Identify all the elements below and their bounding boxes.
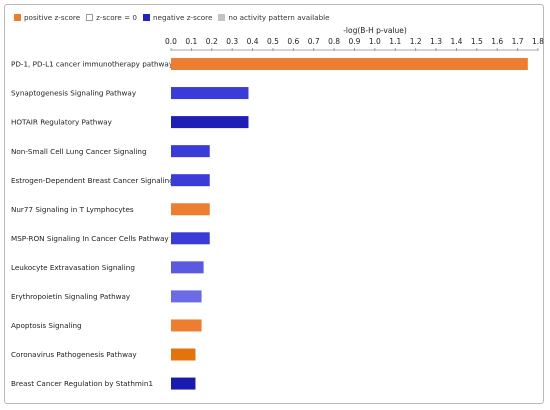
legend-label: positive z-score — [24, 12, 81, 22]
category-label: Coronavirus Pathogenesis Pathway — [11, 350, 137, 359]
x-tick-label: 1.6 — [491, 37, 503, 46]
x-tick-label: 1.7 — [512, 37, 524, 46]
bar — [171, 58, 528, 70]
x-tick-label: 1.2 — [410, 37, 422, 46]
x-tick-label: 1.1 — [389, 37, 401, 46]
legend-label: no activity pattern available — [228, 12, 330, 22]
x-tick-label: 0.6 — [287, 37, 299, 46]
bar — [171, 377, 196, 390]
category-label: Estrogen-Dependent Breast Cancer Signali… — [11, 176, 174, 185]
category-label: Non-Small Cell Lung Cancer Signaling — [11, 147, 147, 156]
legend-swatch — [143, 13, 150, 21]
bar — [171, 87, 249, 100]
bar — [171, 261, 204, 274]
legend-item: negative z-score — [143, 13, 212, 22]
bar — [171, 319, 202, 332]
chart-frame: positive z-score z-score = 0 negative z-sc… — [4, 4, 544, 404]
bar — [171, 232, 210, 245]
bar — [171, 290, 202, 303]
bar — [171, 348, 196, 361]
category-label: Synaptogenesis Signaling Pathway — [11, 89, 137, 98]
legend-swatch — [86, 13, 94, 21]
legend-swatch — [14, 13, 21, 21]
legend-swatch — [218, 13, 226, 21]
bar — [171, 203, 210, 216]
x-tick-label: 0.7 — [308, 37, 320, 46]
x-tick-label: 0.1 — [185, 37, 197, 46]
x-tick-label: 0.8 — [328, 37, 340, 46]
bar — [171, 174, 210, 187]
category-label: Erythropoietin Signaling Pathway — [11, 292, 131, 301]
category-label: HOTAIR Regulatory Pathway — [11, 118, 113, 127]
x-tick-label: 1.4 — [450, 37, 462, 46]
x-tick-label: 0.5 — [267, 37, 279, 46]
category-label: Apoptosis Signaling — [11, 321, 82, 330]
x-tick-label: 0.9 — [349, 37, 361, 46]
category-label: Breast Cancer Regulation by Stathmin1 — [11, 379, 153, 388]
category-label: PD-1, PD-L1 cancer immunotherapy pathway — [11, 60, 174, 69]
legend-item: positive z-score — [14, 13, 80, 22]
x-tick-label: 1.0 — [369, 37, 381, 46]
category-label: Leukocyte Extravasation Signaling — [11, 263, 135, 272]
legend: positive z-score z-score = 0 negative z-sc… — [14, 10, 336, 24]
x-tick-label: 0.4 — [247, 37, 259, 46]
legend-item: no activity pattern available — [218, 12, 330, 22]
legend-label: negative z-score — [153, 12, 213, 22]
legend-label: z-score = 0 — [96, 12, 137, 22]
bar — [171, 145, 210, 158]
bar — [171, 116, 249, 129]
x-axis-title: -log(B-H p-value) — [343, 26, 407, 35]
x-tick-label: 1.5 — [471, 37, 483, 46]
category-label: Nur77 Signaling in T Lymphocytes — [11, 205, 134, 214]
x-tick-label: 0.2 — [206, 37, 218, 46]
category-label: MSP-RON Signaling In Cancer Cells Pathwa… — [11, 234, 169, 243]
x-tick-label: 0.0 — [165, 37, 177, 46]
legend-item: z-score = 0 — [86, 13, 137, 22]
x-tick-label: 1.3 — [430, 37, 442, 46]
x-tick-label: 1.8 — [532, 37, 544, 46]
x-tick-label: 0.3 — [226, 37, 238, 46]
